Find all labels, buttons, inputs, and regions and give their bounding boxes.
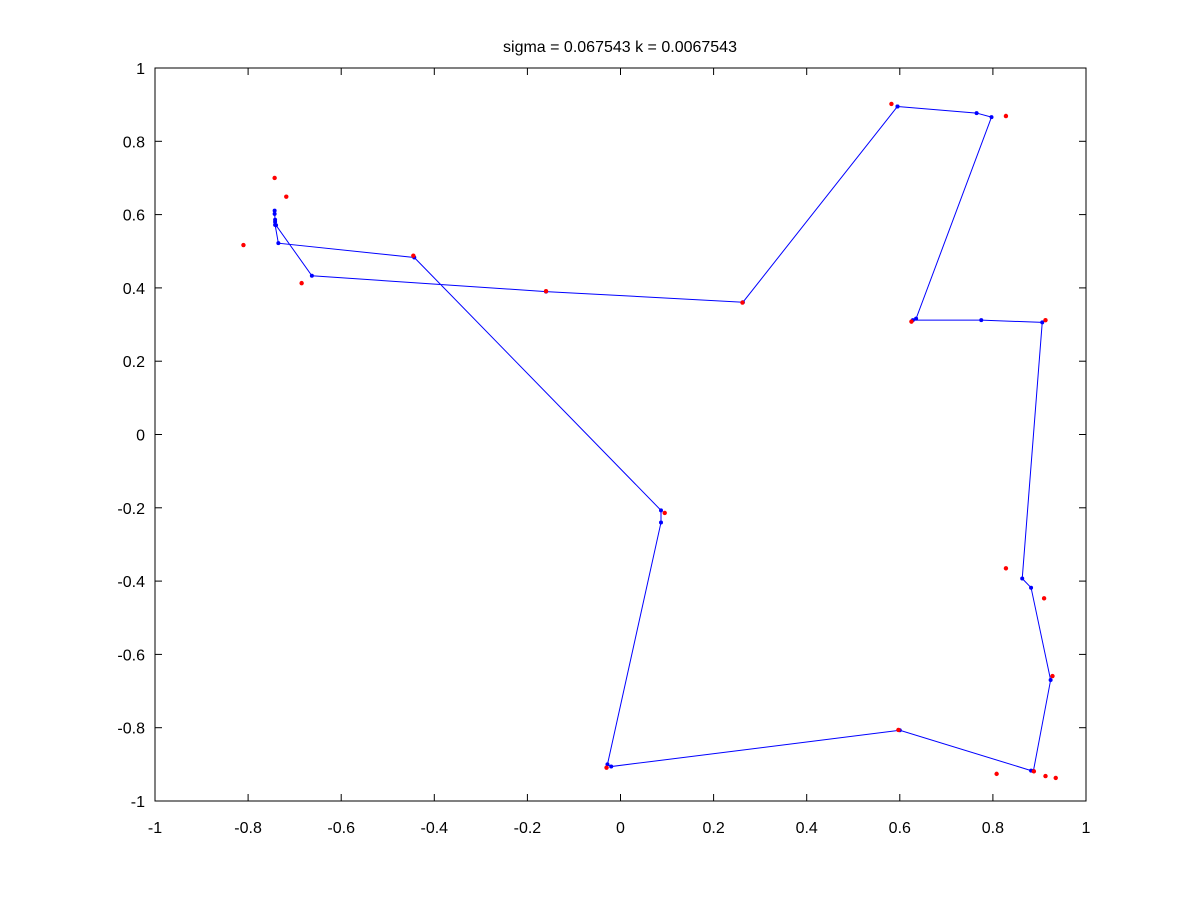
y-tick-label: 0.4 <box>123 281 145 298</box>
y-tick-label: 0.2 <box>123 354 145 371</box>
red-point-marker <box>1003 566 1009 571</box>
blue-point-marker <box>989 115 994 120</box>
y-tick-label: 0 <box>136 428 145 445</box>
x-tick-label: -0.2 <box>514 820 542 837</box>
plot-area <box>154 67 1087 802</box>
axis-tick-labels: -1 -0.8 -0.6 -0.4 -0.2 0 0.2 0.4 0.6 0.8 1 -1 -0.8 -0… <box>117 61 1090 837</box>
axis-ticks <box>154 67 1087 802</box>
red-point-marker <box>241 242 246 248</box>
x-tick-label: -0.8 <box>234 820 262 837</box>
blue-point-marker <box>273 219 278 224</box>
blue-point-marker <box>605 762 610 767</box>
red-point-marker <box>284 194 289 199</box>
x-tick-label: -0.4 <box>421 820 449 837</box>
blue-point-marker <box>658 508 663 513</box>
red-point-marker <box>299 280 304 286</box>
x-tick-label: -1 <box>148 820 162 837</box>
y-tick-label: -0.8 <box>117 721 145 738</box>
blue-point-marker <box>1048 678 1053 683</box>
x-tick-label: 0.2 <box>702 820 724 837</box>
red-point-marker <box>604 765 609 770</box>
red-point-marker <box>994 771 999 777</box>
red-point-marker <box>909 319 914 324</box>
red-point-marker <box>889 101 894 107</box>
red-point-marker <box>272 175 277 181</box>
red-point-marker <box>1043 773 1048 779</box>
y-tick-label: -0.6 <box>117 647 145 664</box>
y-tick-label: -1 <box>131 794 145 811</box>
series-layer <box>241 101 1058 781</box>
x-tick-label: 1 <box>1082 820 1091 837</box>
blue-point-marker <box>272 208 277 213</box>
blue-point-marker <box>1029 585 1034 590</box>
blue-point-marker <box>658 520 663 525</box>
blue-point-marker <box>1040 320 1045 325</box>
red-point-marker <box>740 300 745 305</box>
blue-point-marker <box>974 111 979 116</box>
red-point-marker <box>1031 769 1037 774</box>
red-point-marker <box>1003 113 1009 119</box>
blue-point-marker <box>309 273 314 278</box>
red-point-marker <box>543 288 549 294</box>
blue-point-marker <box>274 223 279 228</box>
blue-point-marker <box>1020 576 1025 581</box>
red-point-marker <box>662 510 667 516</box>
blue-point-marker <box>895 104 900 109</box>
blue-point-marker <box>272 211 277 216</box>
red-point-marker <box>1041 596 1047 601</box>
y-tick-label: -0.2 <box>117 501 145 518</box>
x-tick-label: 0.4 <box>796 820 818 837</box>
red-point-marker <box>1050 673 1055 679</box>
blue-point-marker <box>914 316 919 321</box>
red-point-marker <box>896 727 901 733</box>
red-point-marker <box>411 253 416 258</box>
red-point-marker <box>1053 775 1058 781</box>
blue-point-marker <box>609 764 614 769</box>
y-tick-label: 0.8 <box>123 134 145 151</box>
blue-point-marker <box>979 318 984 323</box>
blue-point-marker <box>276 241 281 246</box>
x-tick-label: 0 <box>616 820 625 837</box>
x-tick-label: 0.8 <box>982 820 1004 837</box>
y-tick-label: 0.6 <box>123 208 145 225</box>
x-tick-label: -0.6 <box>327 820 355 837</box>
y-tick-label: -0.4 <box>117 574 145 591</box>
chart-title: sigma = 0.067543 k = 0.0067543 <box>503 39 737 56</box>
red-point-marker <box>1043 317 1048 323</box>
y-tick-label: 1 <box>136 61 145 78</box>
x-tick-label: 0.6 <box>889 820 911 837</box>
